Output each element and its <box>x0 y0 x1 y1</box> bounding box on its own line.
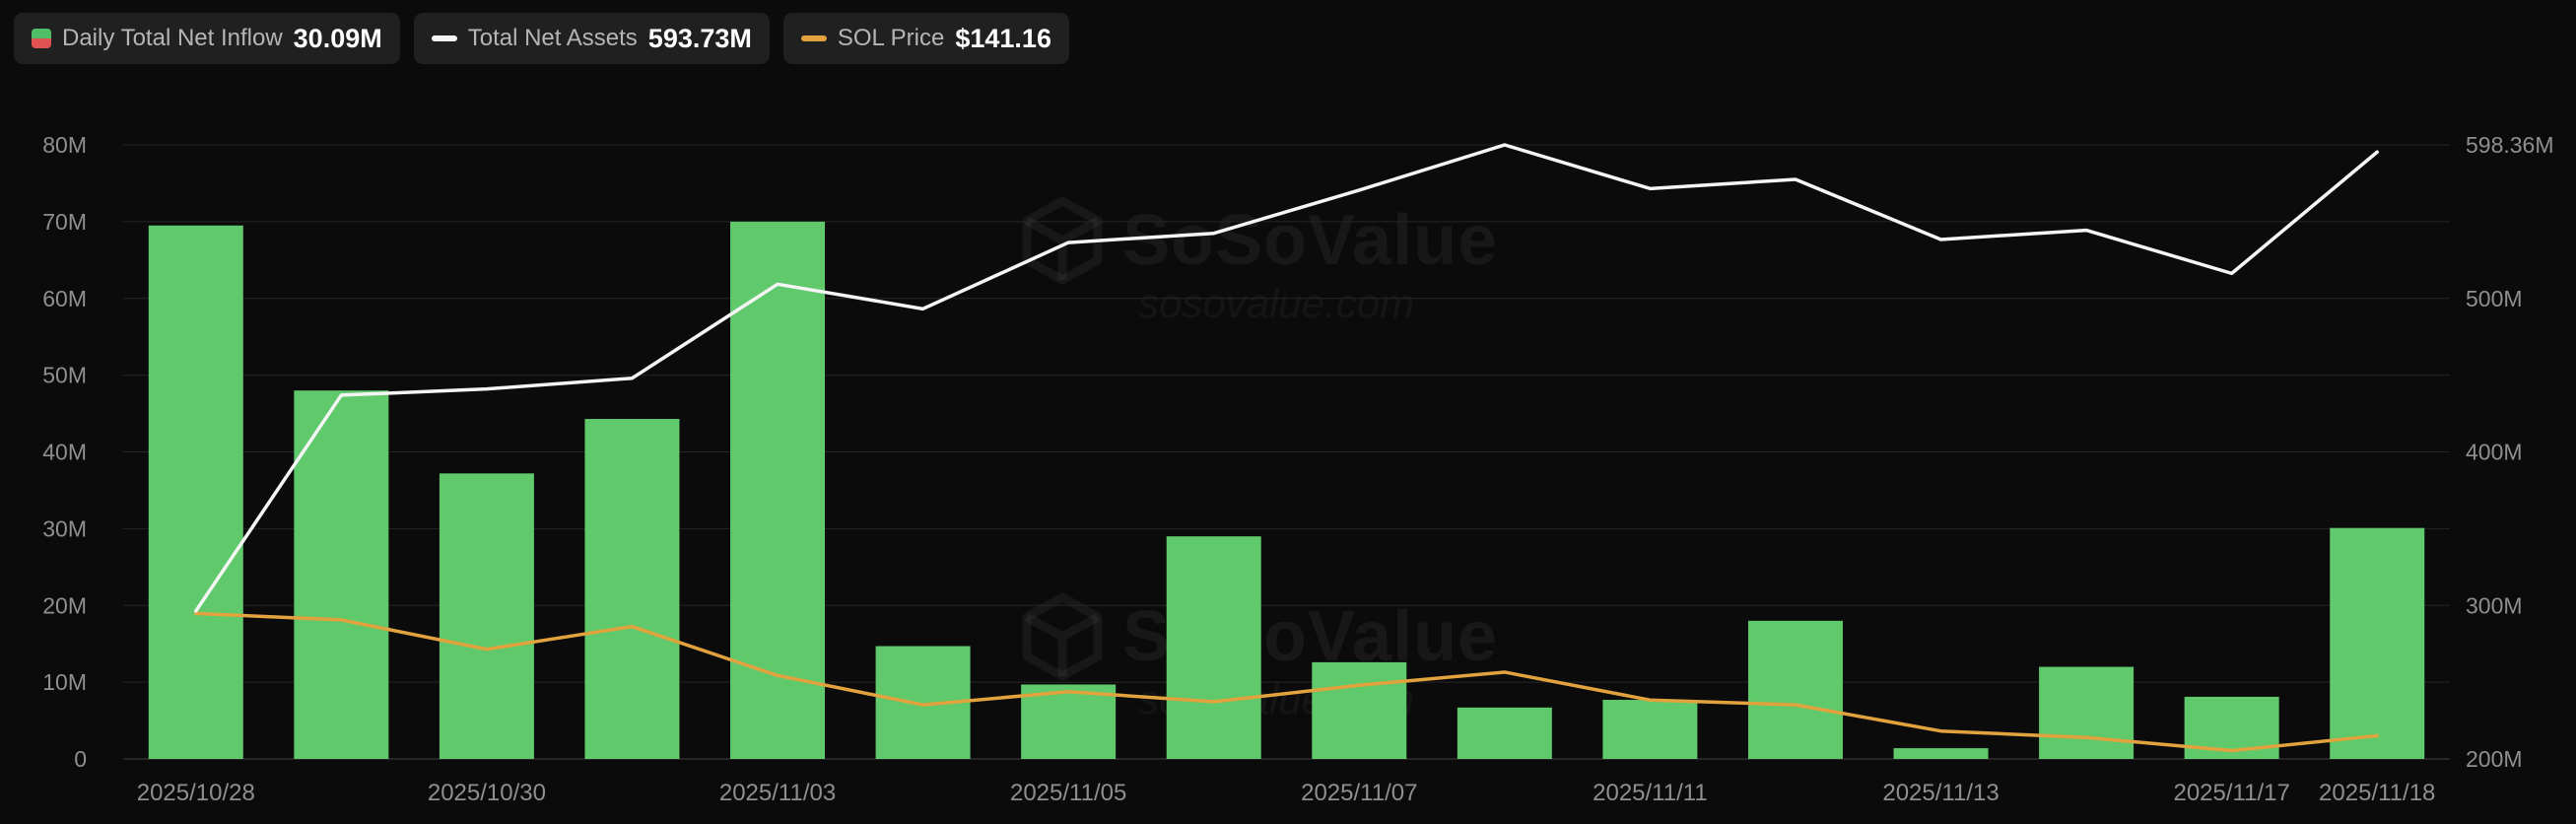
legend-item-daily-net-inflow[interactable]: Daily Total Net Inflow 30.09M <box>14 13 400 64</box>
legend-value: $141.16 <box>955 23 1051 53</box>
x-axis-label: 2025/11/07 <box>1301 780 1417 806</box>
x-axis-label: 2025/10/30 <box>428 780 546 806</box>
bar-2025/10/29[interactable] <box>294 390 389 759</box>
x-axis-label: 2025/11/13 <box>1882 780 1999 806</box>
legend-value: 593.73M <box>647 23 752 53</box>
x-axis-label: 2025/11/18 <box>2319 780 2435 806</box>
bar-2025/11/03[interactable] <box>730 221 826 759</box>
legend-item-total-net-assets[interactable]: Total Net Assets 593.73M <box>413 13 770 64</box>
bar-2025/10/28[interactable] <box>148 225 243 760</box>
bar-2025/11/11[interactable] <box>1602 700 1698 759</box>
x-axis-label: 2025/11/11 <box>1593 780 1708 806</box>
bar-2025/10/31[interactable] <box>584 419 680 759</box>
legend-value: 30.09M <box>293 23 382 53</box>
bar-2025/11/05[interactable] <box>1021 684 1117 759</box>
orange-line-icon <box>800 35 827 41</box>
left-axis-label: 20M <box>42 592 87 618</box>
left-axis-label: 80M <box>42 132 87 158</box>
left-axis-label: 40M <box>42 440 87 465</box>
bar-2025/11/06[interactable] <box>1166 536 1261 759</box>
legend-label: Daily Total Net Inflow <box>62 25 283 51</box>
white-line-icon <box>431 35 457 41</box>
right-axis-label: 500M <box>2466 286 2523 311</box>
x-axis-label: 2025/11/05 <box>1010 780 1126 806</box>
left-axis-label: 60M <box>42 286 87 311</box>
left-axis-label: 50M <box>42 363 87 388</box>
total-net-assets-line[interactable] <box>194 143 2379 613</box>
legend-item-sol-price[interactable]: SOL Price $141.16 <box>782 13 1069 64</box>
chart-legend: Daily Total Net Inflow 30.09M Total Net … <box>14 13 1069 64</box>
left-axis-label: 70M <box>42 209 87 235</box>
sol-price-line[interactable] <box>194 611 2379 753</box>
bar-2025/11/07[interactable] <box>1312 661 1407 759</box>
bar-2025/11/14[interactable] <box>2039 666 2135 759</box>
left-axis-label: 30M <box>42 515 87 541</box>
x-axis-label: 2025/11/03 <box>719 780 836 806</box>
right-axis-label: 200M <box>2466 746 2523 772</box>
left-axis-label: 10M <box>42 669 87 695</box>
right-axis-label: 400M <box>2466 440 2523 465</box>
bar-2025/11/13[interactable] <box>1893 748 1989 759</box>
bar-2025/11/12[interactable] <box>1747 620 1843 759</box>
bar-2025/11/10[interactable] <box>1457 707 1552 759</box>
bar-2025/10/30[interactable] <box>439 473 534 759</box>
inflow-candle-icon <box>32 29 51 48</box>
legend-label: Total Net Assets <box>467 25 638 51</box>
left-axis-label: 0 <box>74 746 87 772</box>
legend-label: SOL Price <box>837 25 945 51</box>
x-axis-label: 2025/10/28 <box>137 780 255 806</box>
x-axis-label: 2025/11/17 <box>2173 780 2289 806</box>
right-axis-label: 598.36M <box>2466 132 2554 158</box>
right-axis-label: 300M <box>2466 592 2523 618</box>
bar-2025/11/18[interactable] <box>2330 527 2425 759</box>
